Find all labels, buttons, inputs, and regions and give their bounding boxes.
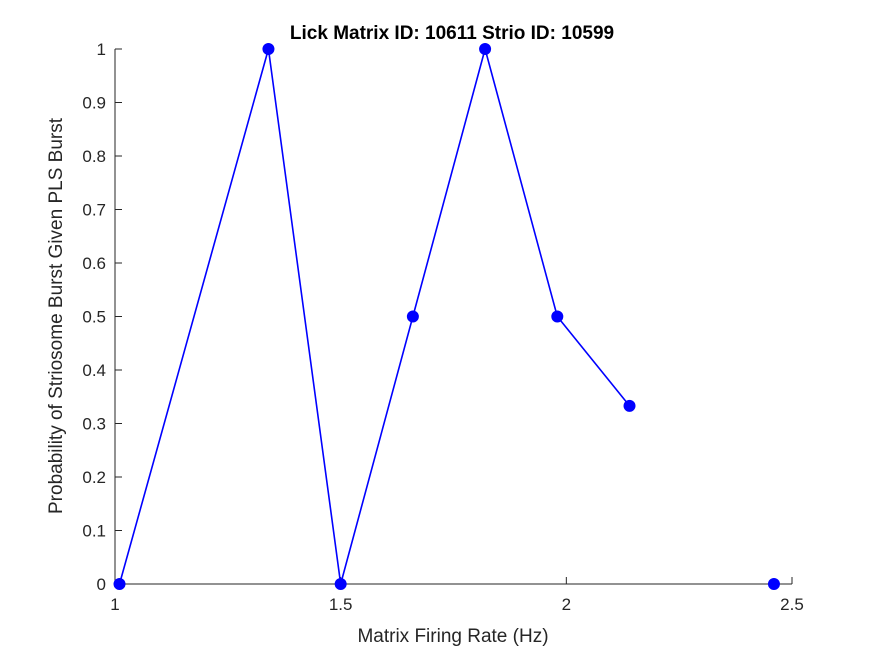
- x-tick-label: 1.5: [329, 595, 353, 614]
- y-tick-label: 0.7: [82, 201, 106, 220]
- data-series: [113, 43, 780, 590]
- y-tick-label: 0.2: [82, 468, 106, 487]
- x-tick-label: 1: [110, 595, 119, 614]
- y-tick-label: 0.9: [82, 94, 106, 113]
- y-axis-label: Probability of Striosome Burst Given PLS…: [46, 117, 67, 514]
- x-tick-label: 2.5: [780, 595, 804, 614]
- x-tick-label: 2: [562, 595, 571, 614]
- y-tick-label: 0.3: [82, 415, 106, 434]
- data-point: [479, 43, 492, 55]
- x-axis-label: Matrix Firing Rate (Hz): [357, 626, 548, 647]
- chart-title: Lick Matrix ID: 10611 Strio ID: 10599: [290, 23, 614, 44]
- data-point: [406, 310, 419, 323]
- y-tick-label: 0: [97, 575, 106, 594]
- y-tick-label: 1: [97, 40, 106, 59]
- data-point: [767, 578, 780, 590]
- axes: [114, 49, 792, 585]
- data-point: [623, 399, 636, 412]
- y-tick-label: 0.6: [82, 254, 106, 273]
- data-point: [262, 43, 275, 55]
- y-tick-label: 0.5: [82, 308, 106, 327]
- axis-ticks: 1 1.5 2 2.5 0 0.1 0.2 0.3 0.4 0.5 0.6 0.7 0.8 0.9 1: [82, 40, 803, 614]
- y-tick-label: 0.1: [82, 522, 106, 541]
- data-point: [113, 578, 126, 590]
- y-tick-label: 0.4: [82, 361, 106, 380]
- data-point: [334, 578, 347, 590]
- data-point: [551, 310, 564, 323]
- y-tick-label: 0.8: [82, 147, 106, 166]
